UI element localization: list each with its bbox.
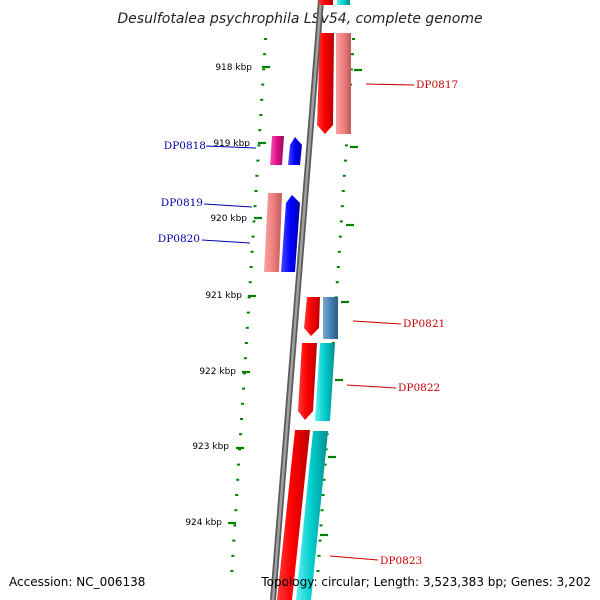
gene-label-group-DP0819[interactable]: DP0819 [161, 197, 253, 209]
minor-tick [262, 68, 266, 71]
gene-label-DP0821[interactable]: DP0821 [403, 318, 445, 330]
minor-tick [317, 554, 321, 557]
minor-tick [320, 509, 324, 512]
minor-tick [339, 220, 343, 223]
major-ticks [228, 65, 362, 537]
minor-tick [248, 281, 252, 284]
minor-tick [254, 190, 258, 192]
gene-DP0821[interactable] [304, 297, 338, 339]
gene-DP0823[interactable] [277, 430, 328, 600]
minor-tick [252, 220, 256, 223]
genome-backbone [270, 0, 324, 600]
tick-label-924: 924 kbp [185, 518, 222, 528]
gene-label-group-DP0821[interactable]: DP0821 [352, 318, 445, 330]
tick-label-922: 922 kbp [199, 367, 236, 377]
tick-ring-left [230, 38, 268, 572]
gene-DP0817[interactable] [317, 33, 351, 134]
tick-label-919: 919 kbp [213, 139, 250, 149]
minor-tick [322, 478, 326, 481]
minor-tick [251, 235, 255, 238]
minor-tick [351, 53, 354, 56]
minor-tick [231, 554, 235, 557]
minor-tick [235, 494, 239, 496]
minor-tick [234, 509, 238, 512]
minor-tick [230, 570, 234, 572]
minor-tick [239, 433, 243, 436]
minor-tick [263, 53, 267, 56]
minor-tick [236, 478, 240, 481]
gene-label-group-DP0817[interactable]: DP0817 [365, 79, 458, 91]
map-title: Desulfotalea psychrophila LSv54, complet… [117, 11, 482, 27]
gene-DP0819[interactable] [264, 193, 282, 272]
minor-tick [238, 448, 242, 451]
gene-label-group-DP0822[interactable]: DP0822 [346, 382, 440, 394]
minor-tick [250, 250, 254, 253]
gene-label-DP0820[interactable]: DP0820 [158, 233, 200, 245]
tick-label-921: 921 kbp [205, 291, 242, 301]
minor-tick [343, 159, 347, 162]
minor-tick [336, 266, 340, 268]
minor-tick [344, 144, 348, 147]
minor-tick [245, 326, 249, 329]
minor-tick [247, 296, 251, 299]
gene-DP0820[interactable] [281, 195, 300, 272]
topology-text: Topology: circular; Length: 3,523,383 bp… [260, 575, 591, 589]
gene-label-group-DP0820[interactable]: DP0820 [158, 233, 251, 245]
minor-tick [264, 38, 268, 40]
minor-tick [349, 68, 353, 71]
gene-label-DP0823[interactable]: DP0823 [380, 555, 422, 567]
minor-tick [237, 463, 241, 466]
minor-tick [340, 205, 344, 208]
minor-tick [338, 235, 342, 238]
minor-tick [249, 266, 253, 268]
tick-label-920: 920 kbp [210, 214, 247, 224]
minor-tick [335, 281, 339, 284]
minor-tick [241, 402, 244, 405]
gene-DP0822[interactable] [298, 343, 335, 421]
gene-label-group-DP0818[interactable]: DP0818 [164, 140, 257, 152]
gene-label-DP0819[interactable]: DP0819 [161, 197, 203, 209]
minor-tick [337, 250, 341, 253]
minor-tick [318, 539, 322, 542]
minor-tick [319, 524, 323, 527]
minor-tick [244, 342, 248, 344]
gene-label-DP0818[interactable]: DP0818 [164, 140, 206, 152]
minor-tick [258, 129, 262, 132]
gene-DP0818[interactable] [270, 136, 302, 165]
minor-tick [257, 144, 261, 147]
minor-tick [323, 463, 327, 466]
minor-tick [321, 494, 325, 496]
gene-label-DP0822[interactable]: DP0822 [398, 382, 440, 394]
gene-top-partials [319, 0, 350, 5]
gene-label-DP0817[interactable]: DP0817 [416, 79, 458, 91]
minor-tick [243, 357, 247, 360]
minor-tick [341, 190, 345, 192]
minor-tick [259, 114, 263, 116]
tick-label-918: 918 kbp [215, 63, 252, 73]
minor-tick [232, 539, 236, 542]
minor-tick [342, 174, 346, 177]
tick-label-923: 923 kbp [192, 442, 229, 452]
minor-tick [246, 311, 250, 314]
minor-tick [242, 387, 245, 390]
accession-text: Accession: NC_006138 [9, 575, 145, 589]
minor-tick [352, 38, 355, 40]
gene-label-group-DP0823[interactable]: DP0823 [329, 555, 422, 567]
minor-tick [240, 418, 243, 420]
minor-tick [233, 524, 237, 527]
minor-tick [256, 159, 260, 162]
minor-tick [255, 174, 259, 177]
minor-tick [260, 98, 264, 101]
minor-tick [242, 372, 246, 375]
minor-tick [316, 570, 320, 572]
minor-tick [253, 205, 257, 208]
minor-tick [261, 83, 265, 86]
